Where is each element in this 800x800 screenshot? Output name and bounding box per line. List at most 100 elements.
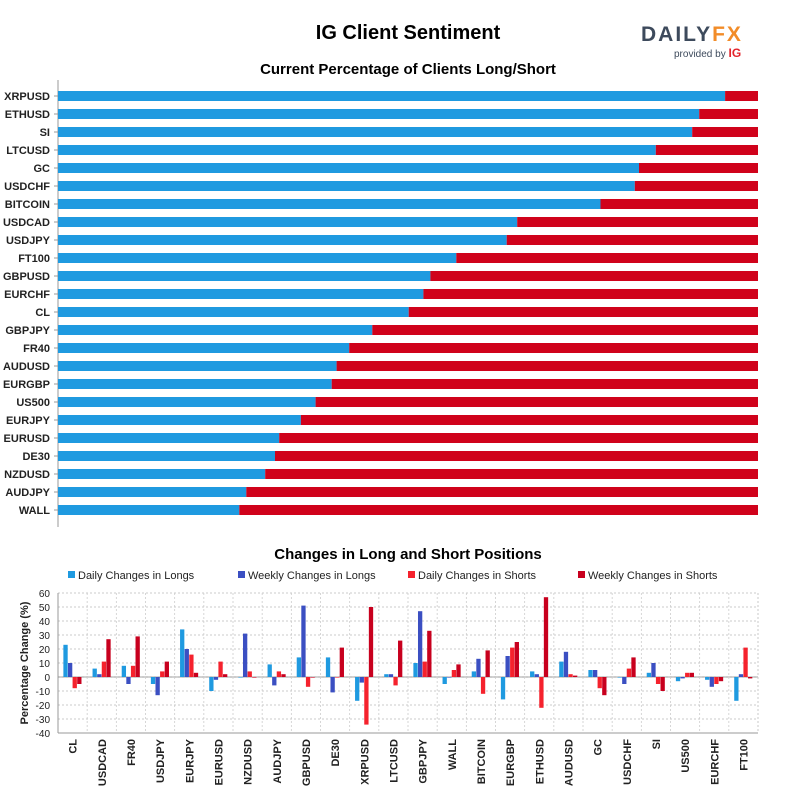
category-label-eurgbp: EURGBP: [3, 379, 50, 391]
change-bar-gbpusd-0: [296, 657, 302, 677]
long-bar-audusd: [58, 361, 337, 371]
short-bar-xrpusd: [725, 91, 758, 101]
change-bar-eurjpy-2: [189, 654, 194, 677]
long-bar-usdcad: [58, 217, 518, 227]
change-bar-ltcusd-1: [388, 674, 394, 677]
x-label-eurgbp: EURGBP: [505, 739, 517, 786]
category-label-gbpjpy: GBPJPY: [5, 325, 50, 337]
change-bar-nzdusd-3: [252, 677, 257, 678]
change-bar-gc-0: [588, 670, 593, 677]
legend-label-0: Daily Changes in Longs: [78, 570, 195, 582]
short-bar-usdchf: [634, 181, 758, 191]
legend-label-3: Weekly Changes in Shorts: [588, 570, 718, 582]
long-bar-ltcusd: [58, 145, 656, 155]
x-label-gc: GC: [593, 739, 605, 756]
change-bar-usdchf-3: [631, 657, 636, 677]
change-bar-eurchf-2: [714, 677, 719, 684]
change-bar-si-2: [655, 677, 661, 684]
y-tick-label: 30: [39, 631, 51, 642]
change-bar-fr40-1: [126, 677, 131, 684]
change-bar-gbpjpy-2: [422, 661, 427, 677]
x-label-gbpusd: GBPUSD: [301, 739, 313, 786]
y-tick-label: 40: [39, 617, 51, 628]
change-bar-nzdusd-1: [242, 633, 248, 677]
change-bar-eurusd-3: [223, 674, 228, 677]
change-bar-eurjpy-0: [180, 629, 185, 677]
long-bar-audjpy: [58, 487, 247, 497]
short-bar-de30: [275, 451, 758, 461]
change-bar-ethusd-3: [543, 597, 549, 677]
y-tick-label: 50: [39, 603, 51, 614]
change-bar-cl-1: [67, 663, 73, 677]
long-bar-nzdusd: [58, 469, 266, 479]
short-bar-ft100: [456, 253, 758, 263]
change-bar-usdcad-3: [106, 639, 111, 677]
long-bar-ft100: [58, 253, 457, 263]
legend-label-2: Daily Changes in Shorts: [418, 570, 537, 582]
change-bar-usdchf-2: [626, 668, 632, 677]
change-bar-wall-1: [447, 677, 452, 678]
change-bar-eurusd-2: [218, 661, 223, 677]
y-tick-label: 20: [39, 645, 51, 656]
change-bar-audusd-1: [563, 651, 569, 677]
x-label-audjpy: AUDJPY: [272, 738, 284, 783]
chart-title-changes: Changes in Long and Short Positions: [274, 546, 542, 563]
long-bar-bitcoin: [58, 199, 601, 209]
change-bar-eurjpy-1: [184, 649, 189, 677]
change-bar-de30-0: [325, 657, 331, 677]
change-bar-xrpusd-0: [355, 677, 360, 701]
change-bar-audjpy-2: [276, 671, 282, 677]
change-bar-fr40-2: [130, 665, 136, 677]
long-bar-xrpusd: [58, 91, 726, 101]
dailyfx-logo: DAILYFX provided by IG: [641, 24, 751, 64]
category-label-fr40: FR40: [23, 343, 50, 355]
category-label-bitcoin: BITCOIN: [5, 199, 50, 211]
long-bar-wall: [58, 505, 240, 515]
category-label-eurjpy: EURJPY: [6, 415, 51, 427]
legend-swatch-0: [68, 571, 75, 578]
change-bar-xrpusd-3: [368, 607, 374, 677]
change-bar-eurchf-3: [718, 677, 724, 682]
x-label-usdjpy: USDJPY: [155, 738, 167, 783]
short-bar-bitcoin: [600, 199, 758, 209]
change-bar-gbpjpy-0: [413, 663, 418, 677]
long-bar-gbpusd: [58, 271, 431, 281]
long-short-percentage-chart: Current Percentage of Clients Long/Short…: [3, 61, 759, 527]
change-bar-eurgbp-2: [510, 647, 515, 677]
short-bar-usdcad: [517, 217, 758, 227]
x-label-usdcad: USDCAD: [97, 739, 109, 786]
change-bar-gc-3: [602, 677, 607, 696]
long-bar-usdjpy: [58, 235, 507, 245]
legend-swatch-2: [408, 571, 415, 578]
short-bar-ltcusd: [655, 145, 758, 155]
x-label-si: SI: [651, 739, 663, 749]
change-bar-de30-1: [330, 677, 335, 693]
change-bar-gbpjpy-3: [427, 630, 432, 677]
chart-title-sentiment: Current Percentage of Clients Long/Short: [260, 61, 556, 78]
change-bar-usdchf-1: [622, 677, 627, 684]
change-bar-cl-3: [77, 677, 82, 684]
x-label-us500: US500: [680, 739, 692, 773]
long-bar-ethusd: [58, 109, 700, 119]
long-bar-eurchf: [58, 289, 424, 299]
change-bar-ltcusd-0: [384, 674, 389, 677]
change-bar-eurgbp-1: [505, 656, 510, 677]
change-bar-usdcad-2: [101, 661, 107, 677]
change-bar-bitcoin-2: [480, 677, 486, 694]
x-label-de30: DE30: [330, 739, 342, 767]
change-bar-gbpusd-2: [305, 677, 311, 687]
category-label-gbpusd: GBPUSD: [3, 271, 50, 283]
y-tick-label: -40: [36, 729, 51, 740]
x-label-xrpusd: XRPUSD: [359, 739, 371, 785]
x-label-eurjpy: EURJPY: [184, 738, 196, 783]
category-label-audusd: AUDUSD: [3, 361, 50, 373]
short-bar-audusd: [336, 361, 758, 371]
short-bar-eurchf: [423, 289, 758, 299]
x-label-nzdusd: NZDUSD: [243, 739, 255, 785]
change-bar-eurusd-0: [209, 677, 214, 691]
category-label-us500: US500: [16, 397, 50, 409]
change-bar-audusd-2: [568, 674, 573, 677]
change-bar-si-3: [660, 677, 665, 691]
change-bar-bitcoin-3: [485, 650, 490, 677]
short-bar-cl: [408, 307, 758, 317]
